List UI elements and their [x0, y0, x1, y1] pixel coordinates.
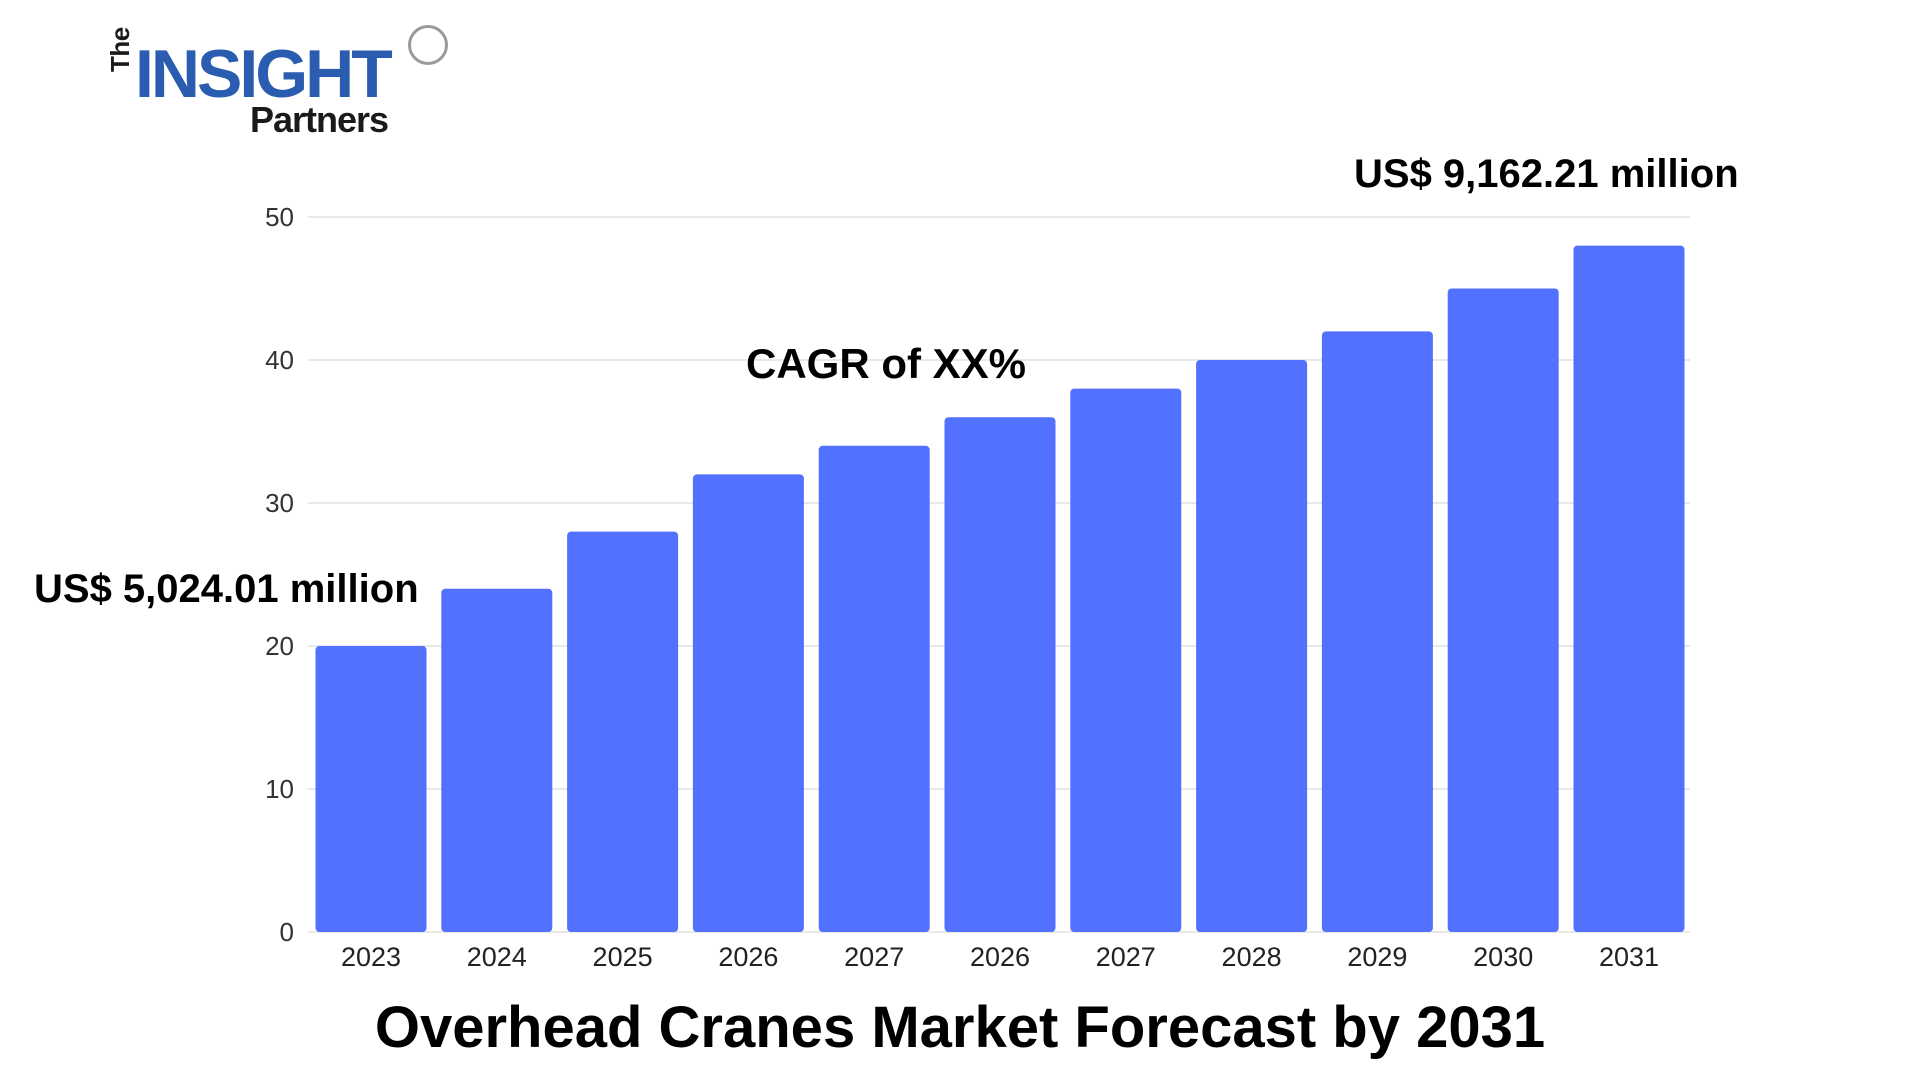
- chart-title: Overhead Cranes Market Forecast by 2031: [374, 995, 1546, 1060]
- bar-2027-6: [1070, 388, 1182, 933]
- x-tick-label: 2026: [970, 942, 1030, 972]
- y-tick-label: 0: [280, 917, 294, 947]
- x-tick-label: 2026: [718, 942, 778, 972]
- bar-2027-4: [818, 445, 930, 932]
- end-value-annotation: US$ 9,162.21 million: [1354, 152, 1739, 196]
- bar-2023-0: [315, 646, 427, 932]
- cagr-annotation: CAGR of XX%: [746, 340, 1027, 387]
- x-tick-label: 2029: [1347, 942, 1407, 972]
- bar-2031-10: [1573, 245, 1685, 933]
- x-tick-label: 2031: [1599, 942, 1659, 972]
- x-tick-label: 2030: [1473, 942, 1533, 972]
- y-tick-label: 10: [265, 774, 294, 804]
- y-tick-label: 50: [265, 202, 294, 232]
- bar-2030-9: [1447, 288, 1559, 932]
- x-tick-label: 2028: [1222, 942, 1282, 972]
- logo-insight-text: INSIGHT: [135, 36, 393, 112]
- x-tick-label: 2025: [593, 942, 653, 972]
- logo-partners-text: Partners: [250, 99, 389, 140]
- x-tick-label: 2023: [341, 942, 401, 972]
- bar-2024-1: [441, 588, 553, 932]
- bar-2029-8: [1321, 331, 1433, 932]
- bar-2028-7: [1196, 360, 1308, 932]
- bar-2026-5: [944, 417, 1056, 932]
- y-tick-label: 30: [265, 488, 294, 518]
- x-tick-label: 2027: [844, 942, 904, 972]
- x-tick-label: 2027: [1096, 942, 1156, 972]
- y-tick-label: 40: [265, 345, 294, 375]
- bar-2025-2: [567, 531, 679, 932]
- start-value-annotation: US$ 5,024.01 million: [34, 567, 419, 611]
- bar-2026-3: [692, 474, 804, 932]
- y-tick-label: 20: [265, 631, 294, 661]
- x-tick-label: 2024: [467, 942, 527, 972]
- magnifier-icon: [408, 25, 448, 65]
- insight-partners-logo: The INSIGHT Partners: [105, 20, 448, 150]
